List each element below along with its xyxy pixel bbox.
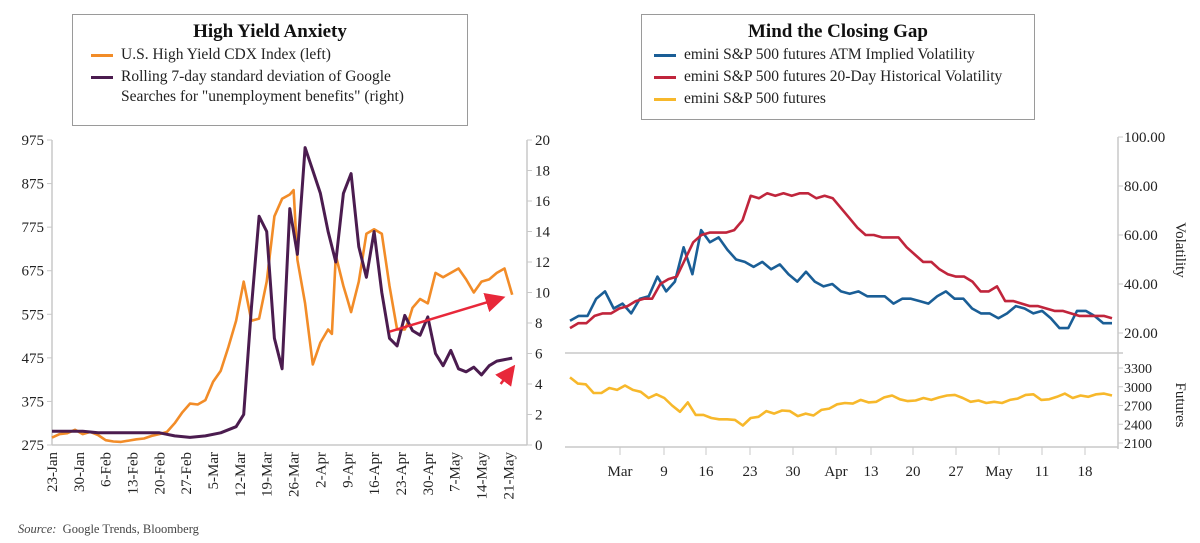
x-tick-label: 18 xyxy=(1078,464,1093,480)
volatility-tick-label: 80.00 xyxy=(1124,179,1158,195)
legend-label-implied: emini S&P 500 futures ATM Implied Volati… xyxy=(684,46,975,63)
left-y-tick-label: 575 xyxy=(22,307,45,323)
legend-swatch-cdx xyxy=(91,54,113,57)
x-tick-label: Mar xyxy=(608,464,633,480)
x-tick-label: 20 xyxy=(906,464,921,480)
right-y-tick-label: 10 xyxy=(535,286,550,302)
source-text: Google Trends, Bloomberg xyxy=(62,522,199,536)
x-tick-label: 30-Jan xyxy=(72,452,88,492)
source-note: Source: Google Trends, Bloomberg xyxy=(18,522,199,537)
x-tick-label: 16-Apr xyxy=(367,452,383,495)
right-y-tick-label: 14 xyxy=(535,225,551,241)
x-tick-label: 27 xyxy=(949,464,965,480)
right-y-tick-label: 16 xyxy=(535,194,551,210)
x-tick-label: 23 xyxy=(743,464,758,480)
right-y-tick-label: 20 xyxy=(535,133,550,149)
legend-swatch-google xyxy=(91,76,113,79)
x-tick-label: 14-May xyxy=(474,452,490,500)
x-tick-label: 13 xyxy=(864,464,879,480)
x-tick-label: 9 xyxy=(660,464,668,480)
futures-tick-label: 3300 xyxy=(1124,362,1152,377)
futures-tick-label: 3000 xyxy=(1124,381,1152,396)
right-chart-title: Mind the Closing Gap xyxy=(747,21,928,42)
legend-label-google: Rolling 7-day standard deviation of Goog… xyxy=(121,67,404,107)
legend-swatch-historical xyxy=(654,76,676,79)
right-y-tick-label: 12 xyxy=(535,255,550,271)
right-chart-legend: Mind the Closing Gap emini S&P 500 futur… xyxy=(641,14,1035,120)
volatility-tick-label: 60.00 xyxy=(1124,228,1158,244)
left-y-tick-label: 275 xyxy=(22,438,45,454)
x-tick-label: 5-Mar xyxy=(206,452,222,490)
x-tick-label: 30-Apr xyxy=(421,452,437,495)
x-tick-label: 20-Feb xyxy=(152,452,168,495)
cdx-index-line xyxy=(51,188,514,444)
futures-line xyxy=(569,376,1113,427)
left-y-tick-label: 975 xyxy=(22,133,45,149)
x-tick-label: 30 xyxy=(786,464,801,480)
right-y-tick-label: 8 xyxy=(535,316,543,332)
x-tick-label: 23-Jan xyxy=(45,452,61,492)
x-tick-label: 27-Feb xyxy=(179,452,195,495)
futures-tick-label: 2400 xyxy=(1124,418,1152,433)
historical-volatility-line xyxy=(569,192,1113,330)
left-chart-title: High Yield Anxiety xyxy=(193,21,347,42)
left-y-tick-label: 675 xyxy=(22,264,45,280)
right-y-tick-label: 18 xyxy=(535,164,550,180)
google-searches-line xyxy=(52,146,513,439)
left-y-tick-label: 475 xyxy=(22,351,45,367)
x-tick-label: 26-Mar xyxy=(287,452,303,497)
x-tick-label: May xyxy=(985,464,1013,480)
volatility-tick-label: 20.00 xyxy=(1124,326,1158,342)
left-y-tick-label: 375 xyxy=(22,394,45,410)
right-chart: 100.00 80.00 60.00 40.00 20.00 3300 3000 2700 24… xyxy=(565,130,1188,480)
volatility-tick-label: 40.00 xyxy=(1124,277,1158,293)
x-tick-label: 11 xyxy=(1035,464,1049,480)
x-tick-label: 19-Mar xyxy=(260,452,276,497)
legend-label-cdx: U.S. High Yield CDX Index (left) xyxy=(121,46,331,63)
x-tick-label: 23-Apr xyxy=(394,452,410,495)
x-tick-label: 6-Feb xyxy=(99,452,115,487)
right-y-tick-label: 2 xyxy=(535,408,543,424)
x-tick-label: 2-Apr xyxy=(313,452,329,488)
legend-label-google-line1: Rolling 7-day standard deviation of Goog… xyxy=(121,68,391,85)
x-tick-label: 12-Mar xyxy=(233,452,249,497)
implied-volatility-line xyxy=(569,228,1112,330)
legend-item-futures: emini S&P 500 futures xyxy=(654,89,1034,109)
futures-tick-label: 2700 xyxy=(1124,400,1152,415)
trend-arrow-cdx xyxy=(389,292,506,333)
x-tick-label: 9-Apr xyxy=(340,452,356,488)
x-tick-label: 21-May xyxy=(501,452,517,500)
legend-label-futures: emini S&P 500 futures xyxy=(684,90,826,107)
volatility-axis-label: Volatility xyxy=(1172,222,1188,278)
legend-label-google-line2: Searches for "unemployment benefits" (ri… xyxy=(121,88,404,105)
x-tick-label: 13-Feb xyxy=(126,452,142,495)
legend-swatch-futures xyxy=(654,98,676,101)
x-tick-label: Apr xyxy=(824,464,847,480)
x-tick-label: 16 xyxy=(699,464,715,480)
legend-label-historical: emini S&P 500 futures 20-Day Historical … xyxy=(684,68,1003,85)
source-label: Source: xyxy=(18,522,57,536)
legend-item-implied-vol: emini S&P 500 futures ATM Implied Volati… xyxy=(654,45,1034,65)
right-y-tick-label: 0 xyxy=(535,438,543,454)
legend-swatch-implied xyxy=(654,54,676,57)
legend-item-cdx: U.S. High Yield CDX Index (left) xyxy=(91,45,467,65)
volatility-tick-label: 100.00 xyxy=(1124,130,1165,146)
futures-axis-label: Futures xyxy=(1172,383,1188,428)
left-y-tick-label: 875 xyxy=(22,177,45,193)
trend-arrow-searches xyxy=(495,364,516,387)
left-y-tick-label: 775 xyxy=(22,220,45,236)
futures-tick-label: 2100 xyxy=(1124,437,1152,452)
left-chart: 9758757756755754753752752018161412108642… xyxy=(22,133,551,500)
right-y-tick-label: 6 xyxy=(535,347,543,363)
legend-item-google-searches: Rolling 7-day standard deviation of Goog… xyxy=(91,67,467,107)
right-y-tick-label: 4 xyxy=(535,377,543,393)
left-chart-legend: High Yield Anxiety U.S. High Yield CDX I… xyxy=(72,14,468,126)
legend-item-historical-vol: emini S&P 500 futures 20-Day Historical … xyxy=(654,67,1034,87)
x-tick-label: 7-May xyxy=(448,452,464,492)
